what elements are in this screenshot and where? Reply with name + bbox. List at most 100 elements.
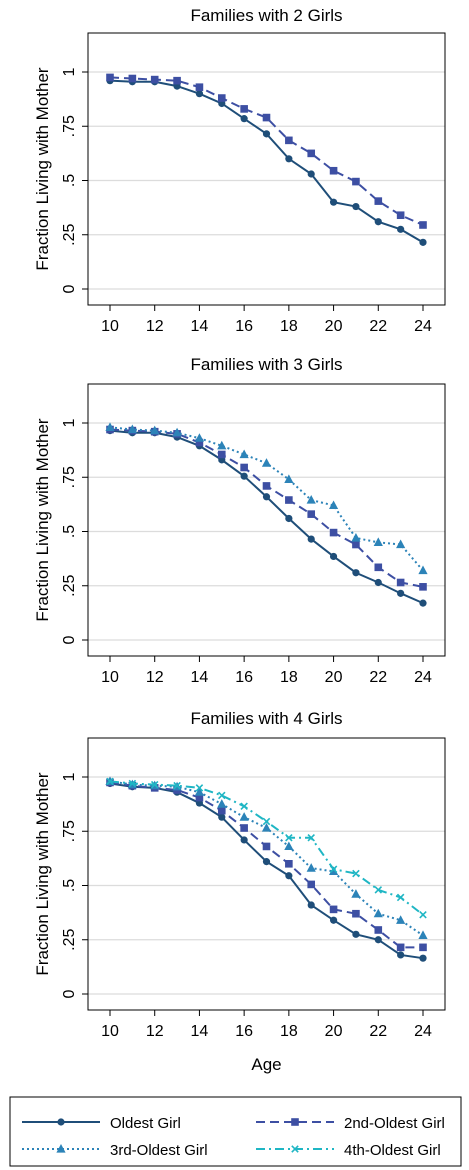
data-point [396, 893, 405, 902]
legend-marker [291, 1118, 299, 1126]
y-tick-label: .75 [61, 115, 78, 137]
x-tick-label: 24 [414, 1023, 432, 1040]
data-point [352, 177, 360, 186]
chart-panel-3: Families with 4 Girls Fraction Living wit… [33, 709, 446, 1074]
data-point [397, 225, 405, 233]
y-tick-label: .25 [61, 929, 78, 951]
x-tick-label: 14 [191, 318, 209, 335]
y-tick-label: 1 [61, 772, 78, 781]
y-axis-label: Fraction Living with Mother [33, 418, 52, 621]
legend-marker [291, 1145, 299, 1153]
data-point [262, 493, 271, 501]
data-point [240, 836, 248, 844]
data-point [240, 463, 248, 472]
data-point [329, 198, 338, 206]
series-line-1 [109, 79, 424, 244]
legend-label: Oldest Girl [110, 1115, 181, 1132]
data-point [352, 540, 360, 549]
x-tick-label: 20 [325, 669, 343, 686]
data-point [285, 496, 293, 504]
data-point [195, 784, 204, 792]
data-point [285, 136, 293, 145]
plot-frame [87, 383, 446, 657]
data-point [284, 474, 294, 484]
data-point [240, 105, 248, 113]
data-point [307, 833, 315, 842]
x-tick-label: 10 [101, 318, 119, 335]
data-point [285, 833, 293, 842]
x-tick-label: 18 [280, 1023, 298, 1040]
data-point [240, 472, 248, 480]
data-point [217, 450, 226, 459]
data-point [284, 841, 294, 851]
series-line-2 [109, 76, 424, 226]
data-point [397, 589, 405, 597]
data-point [105, 422, 115, 431]
chart-title: Families with 3 Girls [190, 355, 342, 374]
data-point [352, 569, 360, 577]
data-point [328, 866, 339, 875]
data-point [194, 433, 205, 442]
data-point [397, 951, 405, 959]
data-point [373, 908, 383, 918]
data-point [419, 943, 427, 952]
data-point [306, 495, 316, 504]
y-tick-label: .25 [61, 575, 78, 597]
data-point [262, 113, 271, 122]
data-point [261, 822, 272, 832]
data-point [262, 817, 271, 826]
data-point [396, 578, 405, 587]
data-point [307, 149, 316, 158]
data-point [352, 869, 360, 878]
legend-label: 4th-Oldest Girl [344, 1142, 441, 1159]
data-point [128, 74, 137, 83]
legend-marker [56, 1144, 66, 1153]
legend-marker [57, 1118, 65, 1126]
x-tick-label: 18 [280, 669, 298, 686]
data-point [352, 909, 360, 918]
x-tick-label: 22 [369, 318, 387, 335]
chart-title: Families with 2 Girls [190, 6, 342, 25]
data-point [352, 930, 360, 938]
data-point [352, 202, 360, 211]
x-tick-label: 22 [369, 669, 387, 686]
data-point [374, 563, 383, 572]
data-point [217, 440, 227, 450]
chart-panel-1: Families with 2 Girls Fraction Living wit… [33, 6, 446, 335]
data-point [351, 533, 361, 542]
data-point [419, 911, 427, 919]
data-point [173, 76, 181, 85]
data-point [351, 889, 361, 898]
data-point [218, 813, 226, 821]
chart-title: Families with 4 Girls [190, 709, 342, 728]
data-point [195, 438, 204, 447]
y-tick-label: 1 [61, 67, 78, 76]
y-tick-label: .5 [61, 174, 78, 187]
data-point [418, 930, 428, 940]
x-tick-label: 12 [146, 318, 164, 335]
y-tick-label: 0 [61, 284, 78, 293]
x-tick-label: 10 [101, 669, 119, 686]
data-point [307, 170, 315, 178]
x-tick-label: 16 [235, 318, 253, 335]
data-point [419, 599, 427, 607]
y-tick-label: 1 [61, 418, 78, 427]
data-point [150, 425, 160, 435]
data-point [128, 779, 137, 788]
data-point [217, 799, 227, 808]
data-point [419, 221, 427, 229]
data-point [373, 537, 383, 546]
x-tick-label: 18 [280, 318, 298, 335]
data-point [307, 535, 315, 543]
y-tick-label: .25 [61, 224, 78, 246]
legend-label: 3rd-Oldest Girl [110, 1142, 208, 1159]
x-tick-label: 24 [414, 318, 432, 335]
plot-frame [87, 32, 446, 306]
x-tick-label: 16 [235, 669, 253, 686]
x-axis-label: Age [251, 1055, 281, 1074]
y-tick-label: .5 [61, 525, 78, 538]
data-point [240, 802, 248, 811]
data-point [262, 482, 271, 490]
data-point [285, 872, 293, 880]
x-tick-label: 10 [101, 1023, 119, 1040]
